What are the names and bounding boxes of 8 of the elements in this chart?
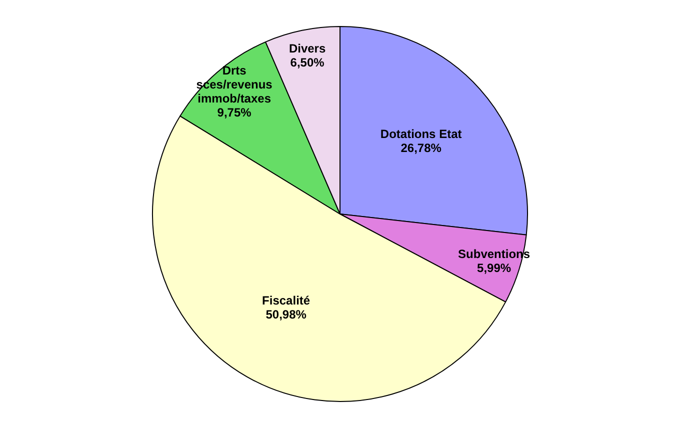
slice-label: Fiscalité xyxy=(262,294,310,308)
data-label: 5,99% xyxy=(477,260,512,275)
data-label: 6,50% xyxy=(290,55,325,70)
data-label: 50,98% xyxy=(266,308,307,322)
slice-label: Dotations Etat xyxy=(380,126,462,141)
data-label: 26,78% xyxy=(400,140,442,155)
data-label: 9,75% xyxy=(217,106,252,120)
slice-label: Divers xyxy=(288,41,326,56)
